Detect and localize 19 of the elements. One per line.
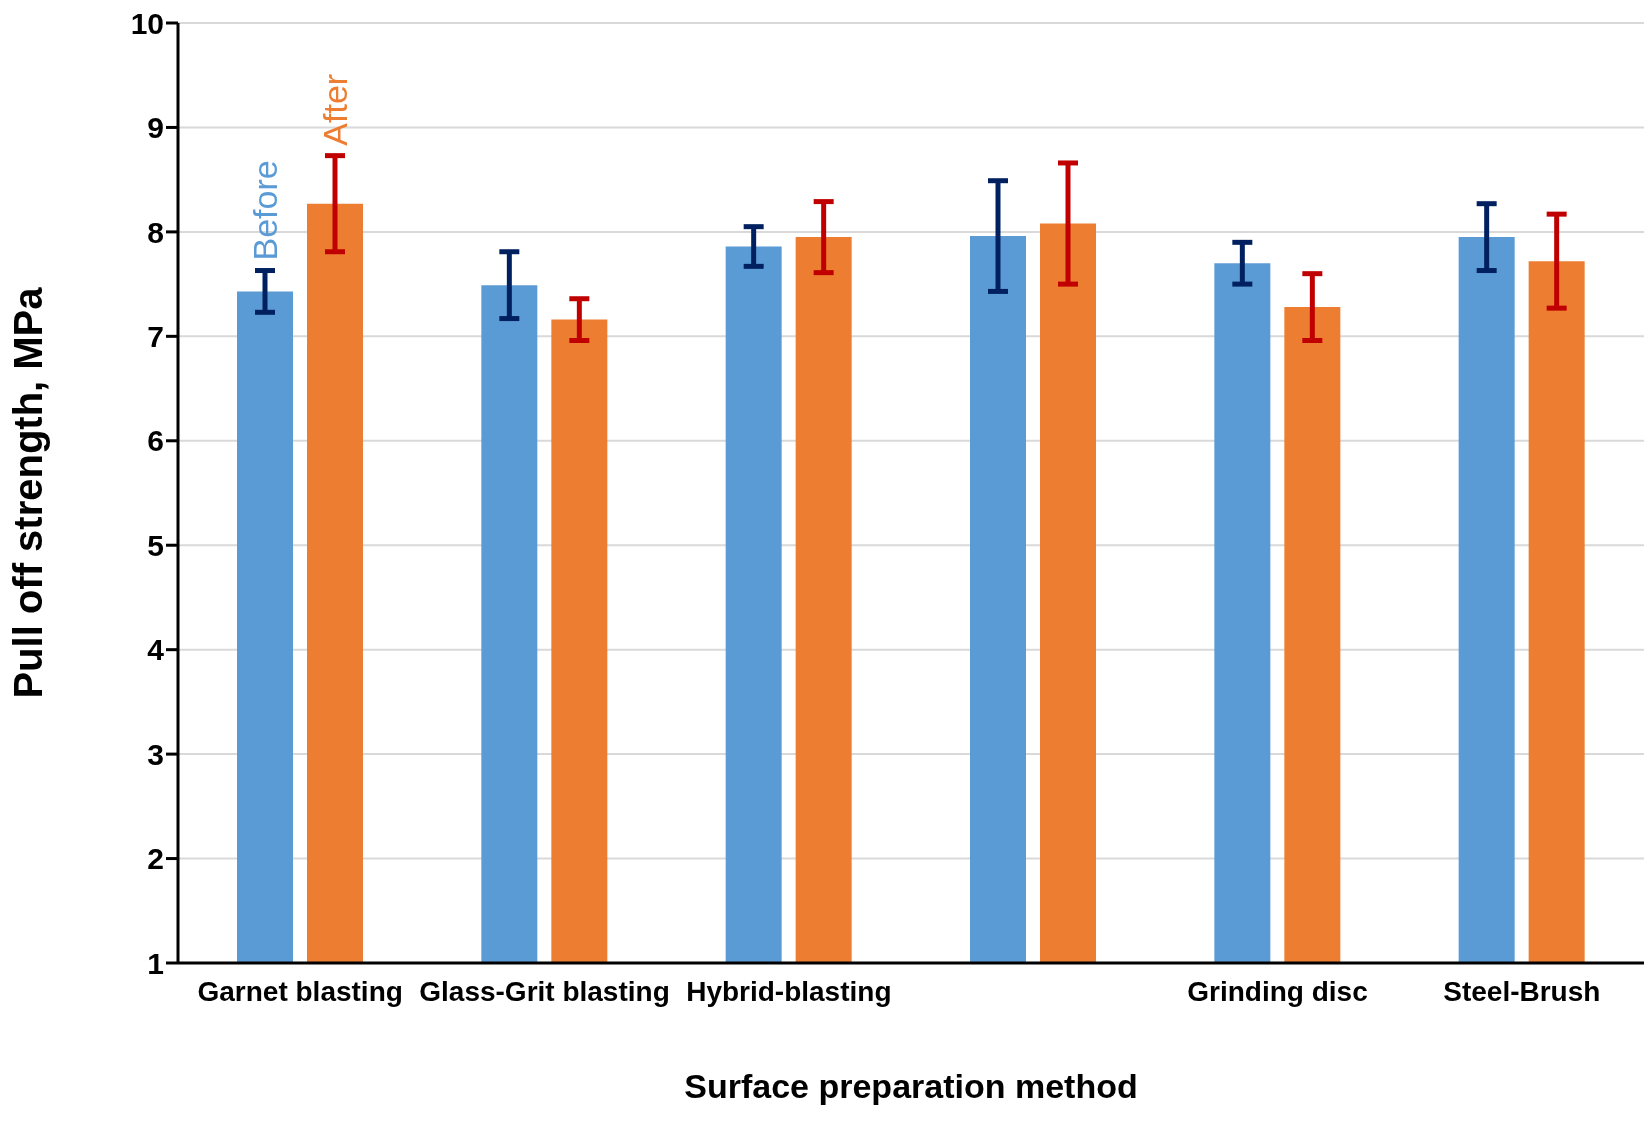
x-tick-label: Steel-Brush [1443, 975, 1601, 1007]
y-axis-title: Pull off strength, MPa [6, 286, 51, 699]
y-tick-label: 8 [147, 215, 164, 249]
y-tick-label: 1 [147, 946, 164, 980]
text: Before [246, 160, 284, 261]
y-tick-label: 7 [147, 319, 164, 353]
y-tick-label: 2 [147, 842, 164, 876]
x-tick-label: Glass-Grit blasting [419, 975, 670, 1007]
y-tick-label: 3 [147, 737, 164, 771]
text: After [316, 73, 354, 146]
y-tick-label: 4 [147, 633, 165, 667]
y-tick-label: 5 [147, 528, 164, 562]
x-tick-label: Hybrid-blasting [686, 975, 892, 1007]
y-tick-label: 10 [130, 6, 164, 40]
x-tick-label: Grinding disc [1187, 975, 1368, 1007]
y-tick-label: 9 [147, 111, 164, 145]
x-tick-label: Garnet blasting [197, 975, 403, 1007]
x-axis-title: Surface preparation method [684, 1067, 1138, 1105]
y-tick-label: 6 [147, 424, 164, 458]
